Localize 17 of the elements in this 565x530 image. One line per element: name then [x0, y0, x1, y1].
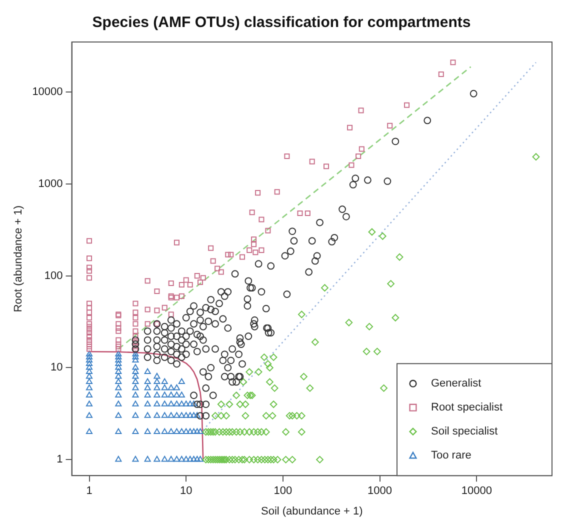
legend-label: Too rare	[431, 450, 472, 462]
y-tick-label: 1000	[38, 178, 63, 190]
chart-title: Species (AMF OTUs) classification for compartments	[92, 14, 471, 32]
y-axis-title: Root (abundance + 1)	[12, 205, 25, 312]
x-tick-label: 10000	[461, 485, 492, 498]
legend-label: Root specialist	[431, 402, 503, 414]
x-tick-label: 10	[180, 485, 192, 498]
x-tick-label: 1	[86, 485, 92, 498]
legend-label: Soil specialist	[431, 426, 498, 438]
legend-label: Generalist	[431, 378, 482, 390]
x-tick-label: 1000	[368, 485, 392, 498]
y-tick-label: 10	[50, 362, 63, 374]
y-tick-label: 10000	[32, 86, 63, 98]
x-tick-label: 100	[274, 485, 292, 498]
y-tick-label: 100	[44, 270, 63, 282]
x-axis-title: Soil (abundance + 1)	[260, 505, 363, 518]
y-tick-label: 1	[56, 454, 63, 466]
